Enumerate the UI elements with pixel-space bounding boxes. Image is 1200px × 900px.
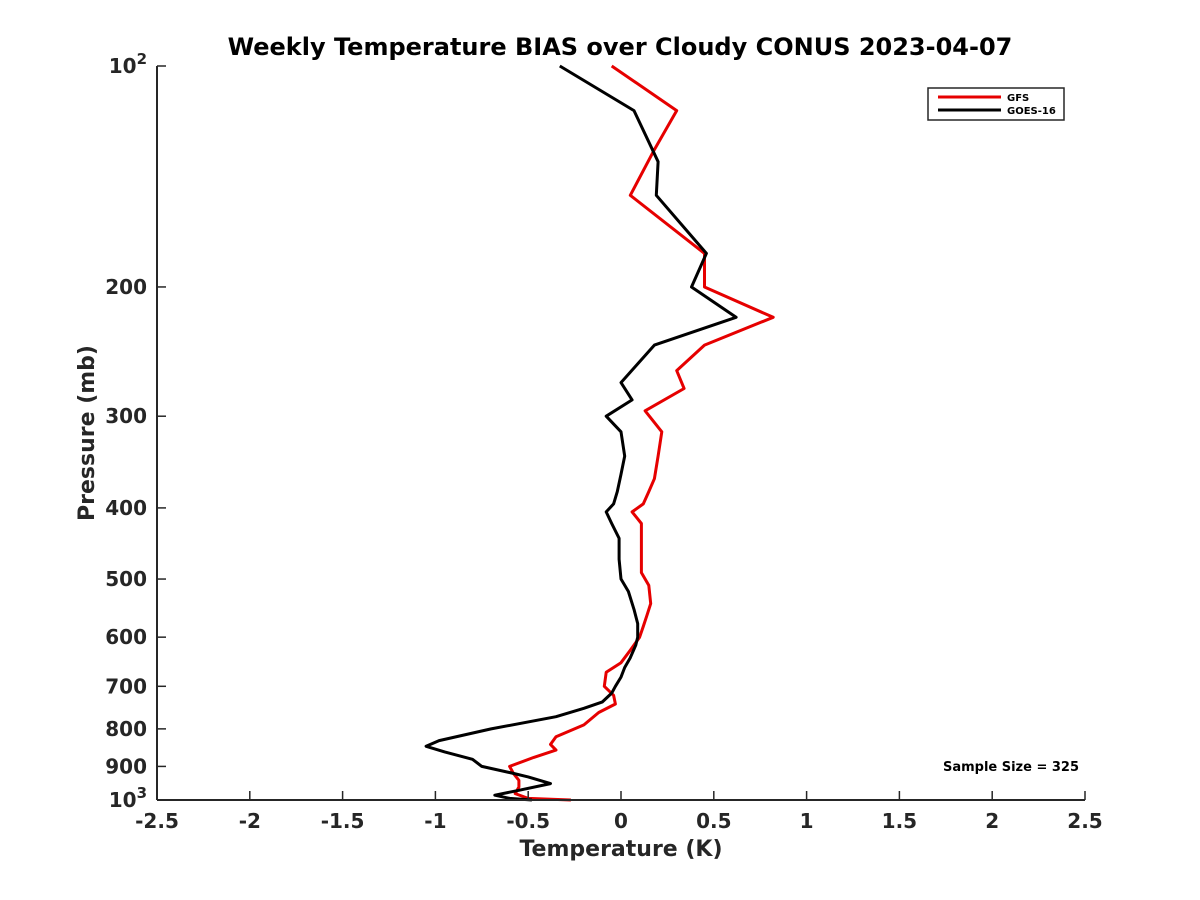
x-tick-label: -2.5 bbox=[135, 809, 179, 833]
chart-title: Weekly Temperature BIAS over Cloudy CONU… bbox=[228, 33, 1013, 61]
y-tick-label: 200 bbox=[105, 275, 147, 299]
x-tick-label: 1 bbox=[800, 809, 814, 833]
series-line-goes16 bbox=[424, 64, 738, 802]
y-tick-label: 800 bbox=[105, 717, 147, 741]
legend-box bbox=[927, 87, 1065, 121]
x-tick-label: 0.5 bbox=[696, 809, 731, 833]
y-tick-label: 103 bbox=[109, 784, 147, 812]
y-ticks: 102 200 300 400 500 600 700 800 900 103 bbox=[105, 50, 166, 812]
x-tick-label: 2.5 bbox=[1067, 809, 1102, 833]
legend-label-goes16: GOES-16 bbox=[1007, 106, 1056, 117]
x-axis-label: Temperature (K) bbox=[519, 837, 722, 862]
y-tick-label: 600 bbox=[105, 625, 147, 649]
x-tick-label: -0.5 bbox=[506, 809, 550, 833]
sample-size-annotation: Sample Size = 325 bbox=[943, 760, 1079, 775]
series-layer bbox=[424, 64, 775, 802]
legend: GFS GOES-16 bbox=[927, 87, 1065, 121]
y-tick-label: 102 bbox=[109, 50, 147, 78]
x-tick-label: -1.5 bbox=[321, 809, 365, 833]
x-tick-label: 2 bbox=[985, 809, 999, 833]
y-axis-label: Pressure (mb) bbox=[75, 345, 100, 521]
x-tick-label: 1.5 bbox=[882, 809, 917, 833]
y-tick-label: 900 bbox=[105, 754, 147, 778]
series-line-gfs bbox=[508, 64, 775, 802]
y-tick-label: 300 bbox=[105, 404, 147, 428]
y-tick-label: 700 bbox=[105, 674, 147, 698]
x-tick-label: -2 bbox=[239, 809, 261, 833]
y-tick-label: 500 bbox=[105, 567, 147, 591]
x-tick-label: 0 bbox=[614, 809, 628, 833]
x-tick-label: -1 bbox=[424, 809, 446, 833]
x-ticks: -2.5 -2 -1.5 -1 -0.5 0 0.5 1 1.5 2 2.5 bbox=[135, 791, 1103, 833]
y-tick-label: 400 bbox=[105, 496, 147, 520]
legend-label-gfs: GFS bbox=[1007, 93, 1029, 104]
